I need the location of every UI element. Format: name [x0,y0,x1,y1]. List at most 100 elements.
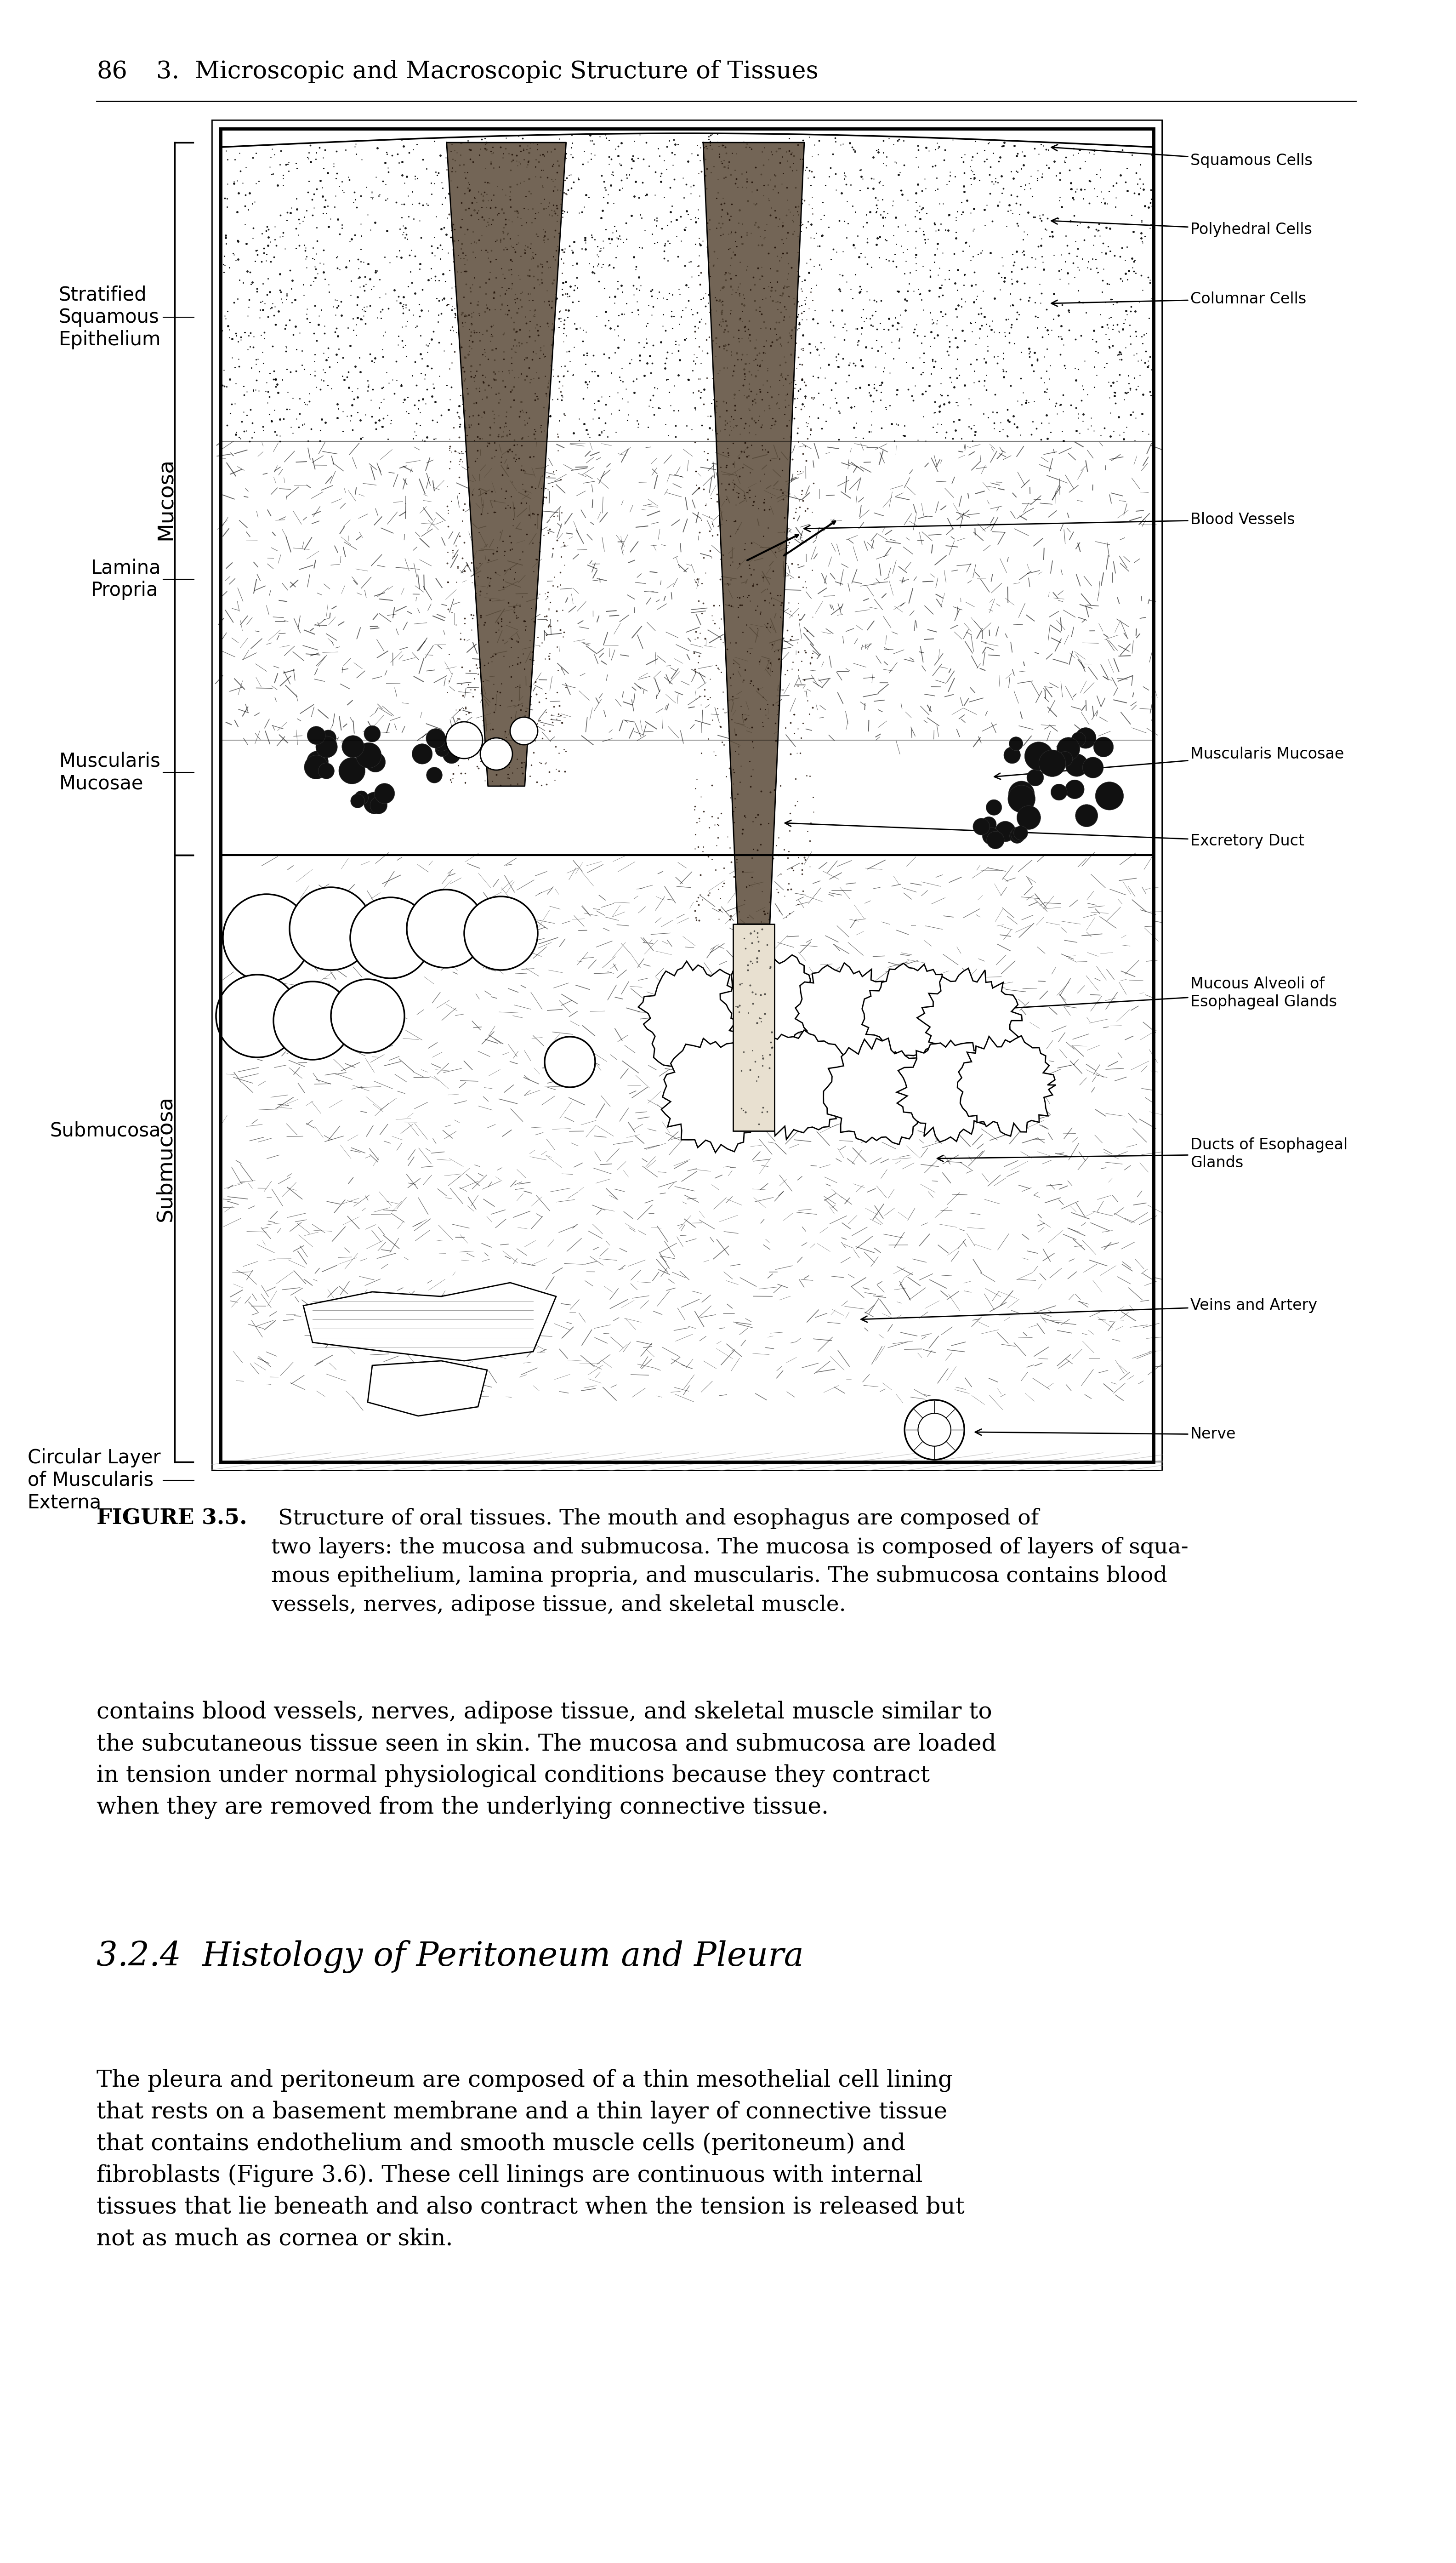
Circle shape [480,738,513,769]
Circle shape [987,830,1005,848]
Circle shape [354,792,368,805]
Text: Submucosa: Submucosa [50,1120,160,1141]
Text: Ducts of Esophageal
Glands: Ducts of Esophageal Glands [938,1138,1348,1171]
Circle shape [904,1399,964,1461]
Circle shape [1009,736,1024,751]
Polygon shape [732,925,775,1130]
Circle shape [1003,746,1021,764]
Text: Structure of oral tissues. The mouth and esophagus are composed of
two layers: t: Structure of oral tissues. The mouth and… [271,1507,1188,1615]
Text: Excretory Duct: Excretory Duct [785,820,1305,848]
Circle shape [1009,782,1034,807]
Circle shape [406,889,485,969]
Circle shape [364,725,380,743]
Text: Veins and Artery: Veins and Artery [860,1297,1318,1323]
Circle shape [981,818,996,833]
Circle shape [307,751,328,771]
Circle shape [510,718,537,746]
Polygon shape [447,144,566,787]
Circle shape [1008,784,1035,812]
Circle shape [427,728,446,748]
Circle shape [290,887,373,969]
Polygon shape [744,1030,853,1141]
Text: FIGURE 3.5.: FIGURE 3.5. [96,1507,248,1530]
Polygon shape [638,961,748,1074]
Text: Nerve: Nerve [976,1428,1236,1443]
Circle shape [316,736,338,759]
Circle shape [545,1035,596,1087]
Circle shape [1083,756,1104,779]
Circle shape [434,736,450,751]
Circle shape [342,736,364,759]
Circle shape [1026,769,1044,787]
Circle shape [994,820,1016,841]
Text: Submucosa: Submucosa [156,1094,176,1223]
Circle shape [412,743,432,764]
Polygon shape [721,951,823,1053]
Circle shape [1009,828,1025,843]
Circle shape [983,828,1000,846]
Circle shape [1066,779,1085,800]
Circle shape [435,743,448,756]
Circle shape [304,756,328,779]
Circle shape [446,723,482,759]
Circle shape [1072,733,1086,746]
Text: Mucosa: Mucosa [156,459,176,541]
Text: Circular Layer
of Muscularis
Externa: Circular Layer of Muscularis Externa [28,1448,160,1512]
Circle shape [986,800,1002,815]
Polygon shape [661,1038,775,1153]
Circle shape [215,974,298,1059]
Text: 3.  Microscopic and Macroscopic Structure of Tissues: 3. Microscopic and Macroscopic Structure… [156,59,818,82]
Polygon shape [795,964,898,1071]
Circle shape [364,792,386,815]
Text: contains blood vessels, nerves, adipose tissue, and skeletal muscle similar to
t: contains blood vessels, nerves, adipose … [96,1702,996,1820]
Text: 86: 86 [96,59,127,82]
Circle shape [223,894,310,982]
Circle shape [1095,782,1124,810]
Circle shape [370,797,387,815]
Text: 3.2.4  Histology of Peritoneum and Pleura: 3.2.4 Histology of Peritoneum and Pleura [96,1940,804,1974]
Text: Mucous Alveoli of
Esophageal Glands: Mucous Alveoli of Esophageal Glands [879,977,1337,1018]
Circle shape [351,795,364,807]
Circle shape [1038,751,1066,777]
Circle shape [351,897,431,979]
Circle shape [1051,784,1067,800]
Text: Squamous Cells: Squamous Cells [1051,144,1312,169]
Circle shape [1013,825,1028,841]
Polygon shape [368,1361,488,1415]
Circle shape [319,764,335,779]
Circle shape [1075,728,1096,748]
Circle shape [307,725,325,743]
Circle shape [1057,738,1080,761]
Text: Lamina
Propria: Lamina Propria [90,559,160,600]
Circle shape [919,1412,951,1446]
Text: Columnar Cells: Columnar Cells [1051,292,1306,308]
Polygon shape [824,1038,932,1146]
Polygon shape [862,964,957,1056]
Circle shape [320,730,336,746]
Circle shape [464,897,537,969]
Polygon shape [703,144,804,925]
Circle shape [374,784,395,805]
Circle shape [1025,741,1053,771]
Polygon shape [917,969,1022,1066]
Circle shape [1016,805,1041,830]
Circle shape [1010,828,1026,841]
Text: Muscularis
Mucosae: Muscularis Mucosae [60,751,160,792]
Polygon shape [303,1282,556,1361]
Circle shape [1066,754,1088,777]
Text: Polyhedral Cells: Polyhedral Cells [1051,218,1312,238]
Circle shape [973,818,990,836]
Polygon shape [897,1041,997,1143]
Circle shape [339,759,365,784]
Text: Muscularis Mucosae: Muscularis Mucosae [994,746,1344,779]
Circle shape [1057,751,1073,766]
Circle shape [427,766,443,784]
Circle shape [1093,738,1114,756]
Circle shape [331,979,405,1053]
Circle shape [443,746,460,764]
Circle shape [1076,805,1098,828]
Text: Stratified
Squamous
Epithelium: Stratified Squamous Epithelium [58,284,160,349]
Text: The pleura and peritoneum are composed of a thin mesothelial cell lining
that re: The pleura and peritoneum are composed o… [96,2068,964,2250]
Text: Blood Vessels: Blood Vessels [804,513,1294,531]
Circle shape [274,982,351,1059]
